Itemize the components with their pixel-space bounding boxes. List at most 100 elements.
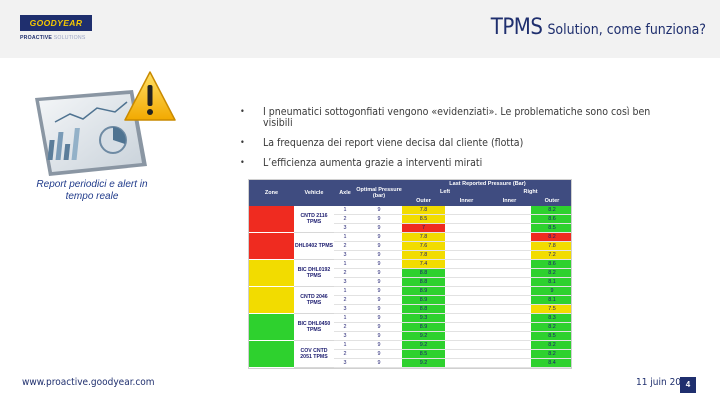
axle-cell: 3 [343,333,347,339]
zone-cell [249,341,294,368]
table-row: 1 9 7.8 8.2 [334,233,571,242]
title-main: TPMS [490,15,543,40]
right-outer-cell: 7.5 [531,305,571,313]
right-outer-cell: 8.5 [531,224,571,232]
bullet-item: • La frequenza dei report viene decisa da… [240,138,660,149]
left-inner-cell [445,287,488,295]
right-inner-cell [488,215,531,223]
logo-subline-bold: PROACTIVE [20,35,53,41]
header-right: Right [488,188,571,197]
left-inner-cell [445,269,488,277]
right-inner-cell [488,332,531,340]
table-row: 1 9 9.2 8.2 [334,341,571,350]
left-outer-cell: 7.6 [402,242,445,250]
right-inner-cell [488,260,531,268]
table-row: 2 9 8.8 8.2 [334,269,571,278]
left-outer-cell: 7.8 [402,233,445,241]
zone-cell [249,206,294,233]
left-outer-cell: 8.8 [402,305,445,313]
axle-cell: 2 [343,216,347,222]
axle-cell: 3 [343,225,347,231]
bullet-item: • I pneumatici sottogonfiati vengono «evi… [240,107,660,129]
axle-cell: 2 [343,270,347,276]
left-outer-cell: 8.5 [402,350,445,358]
left-inner-cell [445,233,488,241]
axle-cell: 3 [343,306,347,312]
optimal-cell: 9 [377,252,381,258]
header-right-outer: Outer [531,197,571,206]
right-inner-cell [488,251,531,259]
goodyear-logo: GOODYEAR PROACTIVE SOLUTIONS [20,15,92,45]
table-row: 1 9 7.8 8.2 [334,206,571,215]
left-outer-cell: 8.8 [402,278,445,286]
left-inner-cell [445,251,488,259]
vehicle-cell: COV CNTD 2051 TPMS [294,341,334,368]
left-outer-cell: 8.9 [402,287,445,295]
right-outer-cell: 8.1 [531,278,571,286]
zone-cell [249,260,294,287]
left-outer-cell: 8.5 [402,215,445,223]
vehicle-cell: DHL0402 TPMS [294,233,334,260]
warning-icon [124,71,176,121]
right-inner-cell [488,242,531,250]
footer-url[interactable]: www.proactive.goodyear.com [22,377,155,388]
left-inner-cell [445,206,488,214]
axle-cell: 1 [343,288,347,294]
left-outer-cell: 9.3 [402,314,445,322]
optimal-cell: 9 [377,342,381,348]
optimal-cell: 9 [377,279,381,285]
axle-cell: 3 [343,279,347,285]
right-outer-cell: 8.1 [531,296,571,304]
optimal-cell: 9 [377,234,381,240]
header-last-reported: Last Reported Pressure (Bar) [402,180,571,188]
left-inner-cell [445,350,488,358]
chart-bars-icon [47,128,80,160]
table-row: 3 9 9.2 8.5 [334,332,571,341]
zone-cell [249,314,294,341]
axle-cell: 3 [343,360,347,366]
logo-subline-light: SOLUTIONS [53,35,86,41]
bullet-text: La frequenza dei report viene decisa dal… [263,137,524,149]
right-inner-cell [488,350,531,358]
left-outer-cell: 7 [402,224,445,232]
left-inner-cell [445,305,488,313]
left-inner-cell [445,332,488,340]
header-zone: Zone [249,180,294,206]
left-inner-cell [445,260,488,268]
left-inner-cell [445,323,488,331]
right-outer-cell: 8.2 [531,206,571,214]
right-outer-cell: 9 [531,287,571,295]
optimal-cell: 9 [377,306,381,312]
right-inner-cell [488,224,531,232]
right-inner-cell [488,323,531,331]
axle-cell: 2 [343,243,347,249]
right-inner-cell [488,305,531,313]
right-outer-cell: 8.2 [531,269,571,277]
table-row: 3 9 8.8 7.5 [334,305,571,314]
left-inner-cell [445,215,488,223]
header-left-inner: Inner [445,197,488,206]
header-left: Left [402,188,488,197]
bullet-list: • I pneumatici sottogonfiati vengono «evi… [240,107,660,178]
axle-cell: 2 [343,324,347,330]
right-outer-cell: 7.8 [531,242,571,250]
table-row: 3 9 7 8.5 [334,224,571,233]
right-outer-cell: 8.5 [531,332,571,340]
left-outer-cell: 9.2 [402,332,445,340]
right-outer-cell: 8.2 [531,341,571,349]
left-outer-cell: 7.8 [402,251,445,259]
right-outer-cell: 8.2 [531,233,571,241]
bullet-item: • L’efficienza aumenta grazie a intervent… [240,158,660,169]
optimal-cell: 9 [377,243,381,249]
right-outer-cell: 8.2 [531,350,571,358]
axle-cell: 1 [343,315,347,321]
left-inner-cell [445,242,488,250]
title-sub: Solution, come funziona? [547,22,706,38]
table-row: 2 9 8.5 8.2 [334,350,571,359]
optimal-cell: 9 [377,333,381,339]
header-vehicle: Vehicle [294,180,334,206]
right-inner-cell [488,314,531,322]
left-inner-cell [445,224,488,232]
vehicle-cell: CNTD 2046 TPMS [294,287,334,314]
page-title: TPMS Solution, come funziona? [491,15,706,40]
